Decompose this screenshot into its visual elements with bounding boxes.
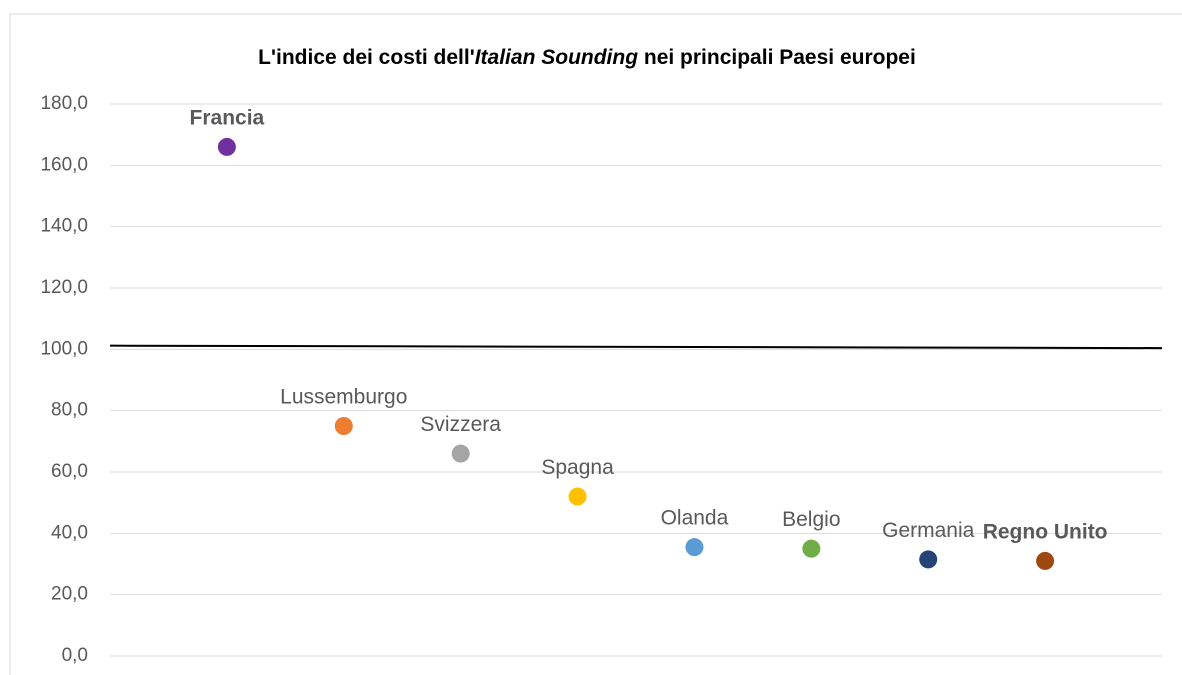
y-tick-label: 0,0 (62, 645, 88, 666)
chart-border (9, 13, 1182, 675)
data-label: Spagna (541, 456, 614, 479)
y-tick-label: 40,0 (51, 522, 88, 543)
data-label: Germania (882, 519, 975, 542)
point (568, 487, 587, 506)
point (1036, 551, 1055, 570)
point (334, 417, 353, 435)
title-part: nei principali Paesi europei (638, 46, 916, 69)
y-tick-label: 100,0 (40, 338, 88, 359)
data-label: Lussemburgo (280, 386, 407, 409)
y-tick-label: 60,0 (51, 461, 88, 482)
point (217, 137, 236, 156)
point (802, 539, 821, 558)
data-label: Olanda (661, 507, 729, 530)
y-tick-label: 20,0 (51, 584, 88, 605)
data-label: Francia (190, 106, 265, 129)
point (685, 538, 704, 557)
chart-title: L'indice dei costi dell'Italian Sounding… (258, 46, 916, 69)
reference-line (109, 344, 1163, 350)
data-label: Belgio (782, 508, 840, 531)
y-tick-label: 160,0 (40, 154, 88, 175)
point (451, 444, 470, 463)
y-tick-label: 180,0 (40, 93, 88, 114)
y-tick-label: 120,0 (40, 277, 88, 298)
y-tick-label: 80,0 (51, 400, 88, 421)
y-tick-label: 140,0 (40, 216, 88, 237)
point (919, 550, 938, 569)
title-part: L'indice dei costi dell' (258, 46, 475, 69)
data-label: Regno Unito (983, 520, 1108, 543)
data-label: Svizzera (420, 413, 501, 436)
title-part: Italian Sounding (475, 46, 638, 69)
